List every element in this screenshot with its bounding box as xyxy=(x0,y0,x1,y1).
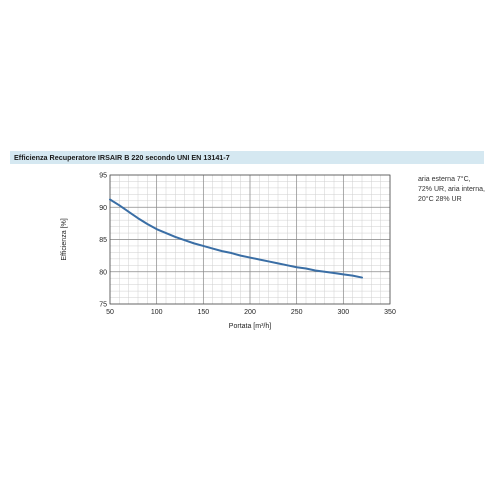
x-tick-label: 50 xyxy=(106,309,114,316)
efficiency-series-line xyxy=(109,198,363,279)
chart-title-bar: Efficienza Recuperatore IRSAIR B 220 sec… xyxy=(10,151,484,164)
plot-frame xyxy=(109,174,391,305)
y-tick-label: 90 xyxy=(99,205,107,212)
y-tick-label: 95 xyxy=(99,173,107,180)
chart-title: Efficienza Recuperatore IRSAIR B 220 sec… xyxy=(14,153,230,162)
y-axis-ticks: 75 80 85 90 95 xyxy=(99,173,107,309)
x-tick-label: 100 xyxy=(151,309,163,316)
x-tick-label: 150 xyxy=(197,309,209,316)
note-line-1: aria esterna 7°C, xyxy=(418,176,471,183)
y-axis-label: Efficienza [%] xyxy=(61,218,68,260)
x-tick-label: 350 xyxy=(384,309,396,316)
y-tick-label: 75 xyxy=(99,302,107,309)
y-tick-label: 85 xyxy=(99,237,107,244)
x-tick-label: 250 xyxy=(291,309,303,316)
x-axis-ticks: 50 100 150 200 250 300 350 xyxy=(106,309,396,316)
x-tick-label: 200 xyxy=(244,309,256,316)
x-axis-label: Portata [m³/h] xyxy=(229,323,271,330)
x-tick-label: 300 xyxy=(337,309,349,316)
test-conditions-note: aria esterna 7°C, 72% UR, aria interna, … xyxy=(418,175,496,205)
note-line-2: 72% UR, aria interna, xyxy=(418,186,485,193)
note-line-3: 20°C 28% UR xyxy=(418,196,462,203)
y-tick-label: 80 xyxy=(99,269,107,276)
